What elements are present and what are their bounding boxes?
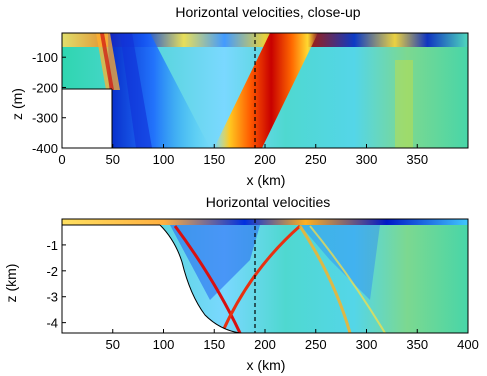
panel-1-x-ticks: 0 50 100 150 200 250 300 350 <box>58 144 428 167</box>
panel-2-blue-wedge-right <box>300 225 380 300</box>
y-tick-label: -4 <box>46 316 58 331</box>
panel-2-bathymetry-line <box>159 224 241 333</box>
panel-2-title: Horizontal velocities <box>206 194 331 210</box>
panel-2-surface-band <box>62 219 468 225</box>
x-tick-label: 300 <box>356 337 378 352</box>
panel-1: Horizontal velocities, close-up 0 50 100 15… <box>9 4 469 188</box>
panel-1-y-label: z (m) <box>9 88 25 120</box>
panel-2-yellow-ray <box>309 225 386 333</box>
x-tick-label: 300 <box>356 152 378 167</box>
x-tick-label: 350 <box>406 337 428 352</box>
panel-2-blue-wedge <box>170 225 260 300</box>
panel-2-heatmap <box>62 219 468 333</box>
x-tick-label: 50 <box>106 152 120 167</box>
panel-2-orange-ray <box>298 225 352 333</box>
x-tick-label: 200 <box>254 152 276 167</box>
panel-1-red-beam <box>214 33 318 148</box>
panel-2-y-ticks: -1 -2 -3 -4 <box>46 238 66 331</box>
panel-2-red-ray-down <box>173 225 242 333</box>
panel-1-x-label: x (km) <box>247 172 286 188</box>
x-tick-label: 400 <box>457 337 479 352</box>
panel-1-heatmap <box>62 33 468 148</box>
y-tick-label: -400 <box>32 141 58 156</box>
panel-1-shelf <box>62 89 112 148</box>
x-tick-label: 150 <box>203 152 225 167</box>
x-tick-label: 250 <box>305 337 327 352</box>
panel-2-seabed <box>62 225 240 333</box>
y-tick-label: -200 <box>32 80 58 95</box>
y-tick-label: -3 <box>46 290 58 305</box>
y-tick-label: -1 <box>46 238 58 253</box>
x-tick-label: 100 <box>153 337 175 352</box>
y-tick-label: -300 <box>32 111 58 126</box>
x-tick-label: 200 <box>254 337 276 352</box>
panel-1-title: Horizontal velocities, close-up <box>175 4 360 20</box>
panel-2: Horizontal velocities 50 100 150 200 250 300 3… <box>3 194 479 373</box>
panel-2-y-label: z (km) <box>3 264 19 303</box>
panel-2-red-ray-up <box>220 224 301 333</box>
x-tick-label: 50 <box>106 337 120 352</box>
panel-1-y-ticks: -100 -200 -300 -400 <box>32 50 66 156</box>
panel-1-yellow-tail <box>395 60 413 148</box>
x-tick-label: 100 <box>153 152 175 167</box>
x-tick-label: 0 <box>58 152 65 167</box>
x-tick-label: 250 <box>305 152 327 167</box>
panel-2-x-label: x (km) <box>247 357 286 373</box>
x-tick-label: 350 <box>406 152 428 167</box>
panel-1-blue-streak <box>120 33 152 148</box>
y-tick-label: -2 <box>46 264 58 279</box>
panel-1-edge-ripples-red <box>100 33 114 90</box>
panel-2-x-ticks: 50 100 150 200 250 300 350 400 <box>106 329 479 352</box>
y-tick-label: -100 <box>32 50 58 65</box>
x-tick-label: 150 <box>203 337 225 352</box>
panel-1-surface-band <box>62 33 468 47</box>
